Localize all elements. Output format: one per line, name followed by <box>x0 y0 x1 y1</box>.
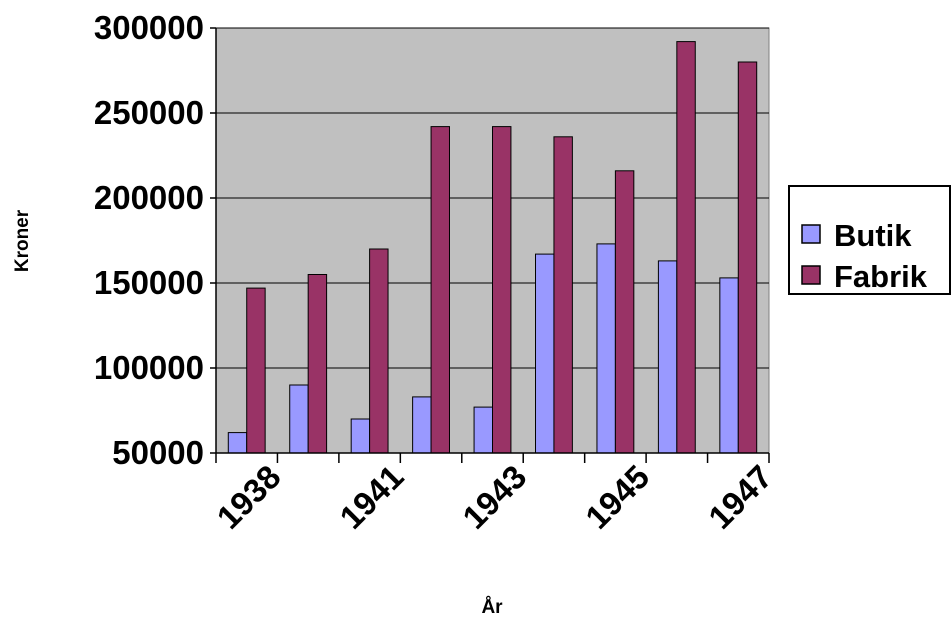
legend: Butik Fabrik <box>788 185 951 295</box>
bar-butik <box>596 243 616 454</box>
bar-butik <box>289 384 309 454</box>
bar-fabrik <box>307 274 328 454</box>
bar-fabrik <box>553 136 573 454</box>
x-ticks: 1938 1941 1943 1945 1947 <box>210 453 779 536</box>
bar-butik <box>412 396 432 454</box>
y-tick-label: 100000 <box>94 349 204 386</box>
bar-butik <box>227 432 248 454</box>
y-tick-label: 250000 <box>94 94 204 131</box>
y-axis-label: Kroner <box>12 209 33 272</box>
y-tick-label: 50000 <box>112 434 204 471</box>
bar-butik <box>719 277 739 454</box>
y-ticks: 50000 100000 150000 200000 250000 300000 <box>94 9 216 471</box>
bar-fabrik <box>246 287 266 454</box>
x-axis-label: År <box>481 597 503 618</box>
x-tick-label: 1941 <box>332 458 410 536</box>
y-tick-label: 300000 <box>94 9 204 46</box>
legend-label-fabrik: Fabrik <box>834 259 928 294</box>
bar-butik <box>657 260 678 454</box>
bar-fabrik <box>737 61 758 454</box>
legend-swatch-fabrik <box>801 265 821 285</box>
y-tick-label: 150000 <box>94 264 204 301</box>
x-tick-label: 1938 <box>210 458 288 536</box>
bar-fabrik <box>430 126 450 454</box>
bars <box>227 41 758 454</box>
bar-fabrik <box>369 248 389 454</box>
legend-swatch-butik <box>801 224 821 244</box>
x-tick-label: 1943 <box>455 458 533 536</box>
y-tick-label: 200000 <box>94 179 204 216</box>
bar-butik <box>350 418 371 454</box>
bar-butik <box>473 406 494 454</box>
legend-label-butik: Butik <box>834 218 912 253</box>
x-tick-label: 1947 <box>701 458 779 536</box>
bar-fabrik <box>492 126 512 454</box>
bar-fabrik <box>676 41 696 454</box>
bar-fabrik <box>614 170 635 454</box>
x-tick-label: 1945 <box>578 458 656 536</box>
bar-butik <box>535 253 555 454</box>
